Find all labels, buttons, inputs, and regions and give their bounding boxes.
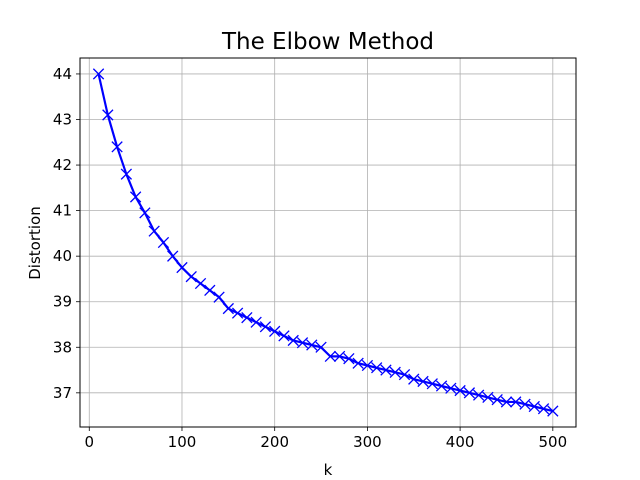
data-point xyxy=(102,109,114,121)
data-point xyxy=(324,350,336,363)
data-point xyxy=(241,312,253,324)
x-axis-label: k xyxy=(324,461,333,479)
x-tick-label: 500 xyxy=(539,433,568,451)
data-point xyxy=(408,373,420,385)
data-point xyxy=(528,400,540,413)
data-point xyxy=(287,334,299,347)
x-tick-label: 200 xyxy=(260,433,289,451)
data-point xyxy=(259,321,272,333)
data-point xyxy=(111,141,123,153)
ticks: 0 100 200 300 400 500 37 38 39 40 41 42 43 44 xyxy=(53,65,567,451)
data-point xyxy=(129,191,142,203)
data-point xyxy=(491,394,503,406)
data-point xyxy=(463,387,476,399)
data-point xyxy=(380,364,392,376)
data-point xyxy=(185,271,197,283)
y-tick-label: 37 xyxy=(53,384,72,402)
data-point xyxy=(389,366,401,378)
x-tick-label: 300 xyxy=(353,433,382,451)
y-tick-label: 41 xyxy=(53,202,72,220)
data-point xyxy=(435,380,448,392)
data-point xyxy=(426,378,438,390)
y-tick-label: 43 xyxy=(53,111,72,129)
y-tick-label: 39 xyxy=(53,293,72,311)
data-point xyxy=(361,359,374,372)
x-tick-label: 100 xyxy=(168,433,197,451)
data-point xyxy=(417,375,429,388)
data-point xyxy=(371,362,383,374)
data-point xyxy=(343,353,355,365)
data-point xyxy=(204,284,216,296)
data-point xyxy=(510,396,522,408)
y-axis-label: Distortion xyxy=(26,206,44,280)
y-tick-label: 44 xyxy=(53,65,72,83)
data-point xyxy=(222,302,234,315)
chart-title: The Elbow Method xyxy=(221,29,434,55)
data-point xyxy=(92,68,105,80)
data-point xyxy=(176,261,188,274)
data-point xyxy=(269,325,281,337)
grid xyxy=(80,58,576,427)
data-point xyxy=(333,350,346,363)
data-point xyxy=(537,403,550,415)
data-point xyxy=(398,368,411,381)
data-point xyxy=(278,330,290,342)
y-tick-label: 40 xyxy=(53,247,72,265)
data-point xyxy=(167,250,179,262)
x-tick-label: 400 xyxy=(446,433,475,451)
data-point xyxy=(519,398,531,410)
y-tick-label: 38 xyxy=(53,338,72,356)
data-point xyxy=(352,357,364,369)
plot-frame xyxy=(79,57,577,428)
series-layer xyxy=(92,68,559,417)
data-point xyxy=(482,391,494,404)
data-point xyxy=(194,277,207,290)
x-tick-label: 0 xyxy=(84,433,94,451)
data-point xyxy=(213,291,225,303)
data-point xyxy=(500,396,513,408)
data-point xyxy=(139,207,151,219)
data-point xyxy=(547,405,559,417)
data-point xyxy=(120,168,133,180)
data-point xyxy=(296,337,309,349)
data-point xyxy=(472,389,485,401)
y-tick-label: 42 xyxy=(53,156,72,174)
data-point xyxy=(148,225,160,237)
data-point xyxy=(306,339,318,351)
data-point xyxy=(445,382,457,394)
data-point xyxy=(231,307,244,319)
data-point xyxy=(250,316,262,328)
data-point xyxy=(157,236,170,249)
data-point xyxy=(454,384,466,397)
data-point xyxy=(315,341,327,353)
